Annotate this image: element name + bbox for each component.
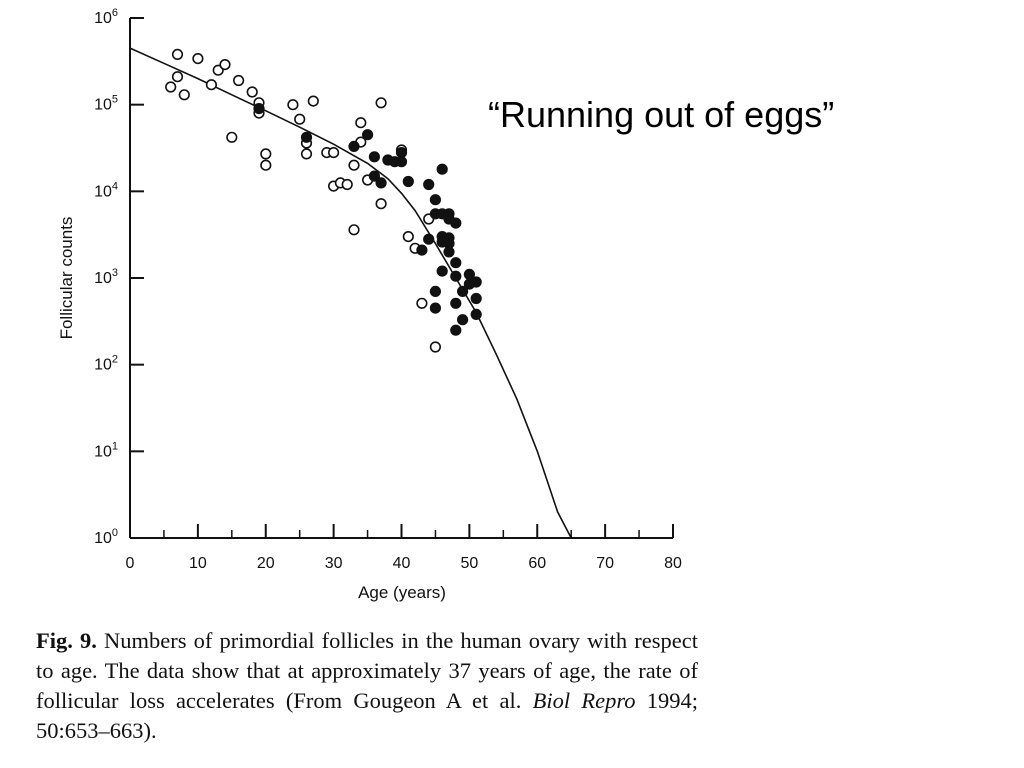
open-data-point	[341, 178, 353, 191]
caption-fig-label: Fig. 9.	[36, 628, 97, 653]
caption-text-1: Numbers of primordial follicles in the h…	[36, 628, 698, 713]
open-data-point	[375, 97, 387, 109]
x-tick-label: 0	[126, 555, 135, 572]
open-data-point	[348, 159, 360, 171]
open-data-point	[402, 231, 414, 243]
filled-data-point	[470, 308, 482, 321]
open-data-point	[205, 79, 217, 91]
y-tick-label: 102	[94, 354, 118, 374]
filled-data-point	[375, 177, 387, 189]
y-axis-title: Follicular counts	[57, 217, 76, 340]
x-tick-label: 80	[664, 555, 682, 572]
filled-data-point	[429, 302, 442, 314]
open-data-point	[192, 52, 204, 65]
filled-data-point	[470, 292, 482, 305]
open-data-point	[348, 224, 360, 236]
filled-data-point	[429, 194, 442, 206]
open-data-point	[294, 113, 306, 125]
figure-caption: Fig. 9. Numbers of primordial follicles …	[36, 626, 698, 746]
y-tick-label: 103	[94, 267, 118, 287]
y-tick-label: 100	[94, 527, 118, 547]
open-data-point	[260, 159, 272, 171]
x-tick-label: 20	[257, 555, 275, 572]
filled-data-point	[395, 147, 408, 159]
open-data-point	[375, 198, 387, 210]
open-data-point	[307, 95, 319, 107]
caption-journal: Biol Repro	[532, 688, 636, 713]
open-data-point	[219, 58, 231, 71]
filled-data-point	[253, 102, 265, 115]
fit-curve-layer	[129, 47, 572, 539]
filled-data-point	[423, 178, 435, 191]
filled-data-point	[348, 140, 360, 152]
open-data-point	[233, 74, 245, 87]
x-tick-label: 30	[325, 555, 343, 572]
filled-data-point	[450, 257, 462, 269]
filled-data-point	[368, 170, 381, 182]
filled-data-point	[423, 233, 435, 245]
y-tick-label: 106	[94, 7, 118, 27]
x-tick-label: 40	[393, 555, 411, 572]
filled-data-point	[450, 217, 462, 229]
filled-data-point	[457, 314, 469, 326]
filled-data-point	[300, 131, 313, 143]
filled-data-point	[450, 297, 462, 309]
open-data-point	[300, 148, 313, 160]
open-data-point	[226, 131, 238, 143]
filled-data-point	[436, 265, 448, 277]
open-data-point	[287, 99, 299, 111]
caption-text-2: 1994; 50:653–663).	[36, 688, 698, 743]
open-data-point	[171, 71, 184, 83]
open-data-point	[165, 81, 177, 93]
open-data-point	[355, 117, 367, 129]
y-tick-label: 105	[94, 94, 118, 114]
filled-data-point	[402, 175, 414, 188]
filled-data-point	[416, 244, 428, 256]
filled-data-point	[450, 270, 462, 282]
open-data-point	[260, 148, 272, 160]
filled-data-point	[457, 285, 469, 298]
x-tick-label: 10	[189, 555, 207, 572]
x-tick-label: 60	[528, 555, 546, 572]
open-data-point	[429, 341, 442, 353]
filled-data-point	[368, 151, 381, 163]
fit-curve	[129, 47, 572, 539]
y-tick-label: 104	[94, 180, 118, 200]
chart-ticks: 0 10 20 30 40 50 60 70 80 100 101 102 103 104 105 106	[94, 7, 682, 572]
open-data-point	[178, 89, 190, 101]
filled-data-point	[429, 285, 442, 298]
y-tick-label: 101	[94, 440, 118, 460]
filled-data-point	[395, 156, 408, 168]
open-data-point	[416, 297, 428, 309]
data-points-layer	[165, 48, 482, 353]
filled-data-point	[450, 324, 462, 336]
open-data-point	[246, 86, 258, 98]
filled-data-point	[443, 246, 455, 258]
x-axis-title: Age (years)	[358, 583, 446, 602]
x-tick-label: 70	[596, 555, 614, 572]
open-data-point	[171, 48, 184, 61]
filled-data-point	[470, 276, 482, 288]
x-tick-label: 50	[460, 555, 478, 572]
open-data-point	[328, 147, 340, 159]
filled-data-point	[436, 163, 448, 175]
filled-data-point	[362, 129, 374, 141]
slide-title: “Running out of eggs”	[488, 94, 835, 135]
